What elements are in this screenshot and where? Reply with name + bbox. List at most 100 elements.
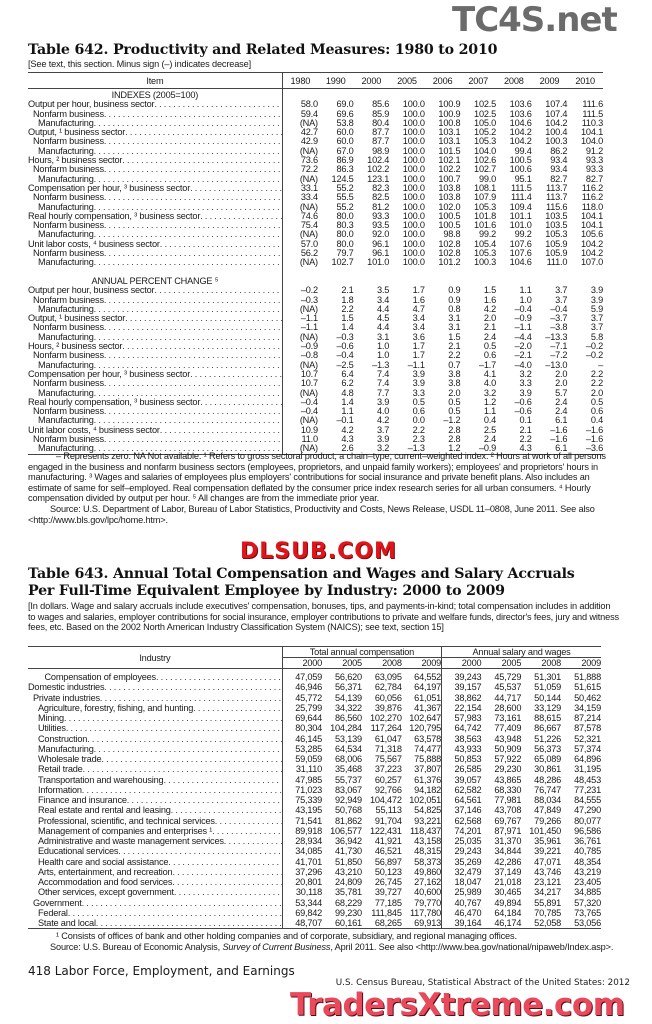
cell-value: 52,058: [534, 918, 562, 928]
cell-value: 96.1: [372, 248, 390, 259]
row-label-text: Finance and insurance: [38, 795, 127, 805]
cell-value: 0.9: [448, 285, 461, 296]
cell-value: 62,582: [454, 784, 482, 795]
cell-value: 57.0: [300, 238, 318, 249]
table-642-footnotes: – Represents zero. NA Not available. ¹ R…: [28, 451, 606, 504]
dot-leader: [212, 826, 282, 836]
cell-value: 3.9: [376, 433, 390, 444]
cell-value: 82.7: [585, 173, 603, 184]
cell-value: –2.5: [336, 359, 354, 370]
cell-value: 3.9: [519, 387, 532, 398]
cell-value: 60.0: [336, 136, 354, 147]
cell-value: 68,265: [374, 918, 402, 928]
dot-leader: [156, 672, 282, 682]
cell-value: 40,600: [401, 887, 443, 898]
cell-value: 2.0: [590, 387, 603, 398]
cell-value: 37,149: [494, 866, 522, 877]
row-label: Nonfarm business: [28, 406, 283, 417]
cell-value: 1.5: [483, 285, 497, 296]
row-label-text: Management of companies and enterprises …: [38, 825, 213, 836]
cell-value: 1.2: [483, 396, 497, 407]
cell-value: 3.9: [412, 368, 425, 379]
cell-value: 10.7: [300, 378, 318, 389]
dot-leader: [104, 682, 281, 692]
cell-value: 10.9: [300, 424, 318, 435]
cell-value: 100.0: [402, 210, 425, 221]
cell-value: 0.9: [448, 294, 461, 305]
column-header-year: 2000: [282, 657, 322, 669]
cell-value: 32,479: [454, 866, 482, 877]
cell-value: 25,035: [454, 836, 482, 846]
cell-value: 48,315: [401, 846, 443, 857]
cell-value: 7.4: [376, 368, 390, 379]
table-row: Unit labor costs, ⁴ business sector 57.0 8…: [28, 238, 603, 250]
row-label: Manufacturing: [28, 202, 283, 212]
cell-value: 86,667: [534, 723, 562, 734]
cell-value: 62,784: [374, 682, 402, 693]
row-label-text: Manufacturing: [38, 359, 94, 370]
cell-value: 69.0: [336, 99, 354, 110]
cell-value: 29,230: [494, 764, 522, 775]
cell-value: 60,257: [374, 774, 402, 785]
table-row: Domestic industries 46,946 56,371 62,78464,…: [28, 682, 601, 693]
row-label: Utilities: [28, 723, 283, 734]
cell-value: 79,266: [534, 815, 562, 826]
cell-value: 55,891: [534, 897, 562, 908]
cell-value: 100.0: [402, 173, 425, 184]
cell-value: 51,301: [534, 672, 562, 682]
dot-leader: [82, 785, 282, 795]
cell-value: 63,578: [401, 733, 443, 744]
cell-value: 124.5: [331, 173, 354, 184]
table-642-subtitle: [See text, this section. Minus sign (–) …: [28, 59, 251, 69]
cell-value: 2.1: [519, 424, 532, 435]
cell-value: 3.1: [448, 322, 461, 333]
table-643-notes: ¹ Consists of offices of bank and other …: [28, 931, 620, 952]
cell-value: 107.6: [509, 238, 532, 249]
dot-leader: [68, 908, 282, 918]
cell-value: 92,766: [374, 784, 402, 795]
cell-value: 42.9: [300, 136, 318, 147]
cell-value: 60,161: [335, 918, 362, 928]
cell-value: 102,270: [369, 713, 402, 723]
cell-value: 30,861: [534, 764, 562, 775]
column-header-year: 2008: [361, 657, 402, 669]
cell-value: –7.1: [550, 341, 568, 352]
cell-value: 101.8: [474, 210, 497, 221]
cell-value: 3.5: [376, 285, 390, 296]
cell-value: 3.7: [376, 424, 390, 435]
cell-value: (NA): [299, 387, 318, 398]
dot-leader: [104, 249, 282, 258]
cell-value: (NA): [299, 303, 318, 314]
row-label-text: Manufacturing: [38, 173, 94, 184]
cell-value: 122,431: [369, 825, 402, 836]
cell-value: 111.6: [582, 99, 603, 110]
cell-value: 100.0: [402, 117, 425, 128]
cell-value: 100.0: [402, 248, 425, 259]
table-row: Management of companies and enterprises …: [28, 825, 601, 836]
cell-value: 100.5: [509, 155, 532, 166]
cell-value: 82.5: [372, 192, 390, 203]
cell-value: 0.5: [448, 406, 461, 417]
cell-value: –2.0: [514, 341, 532, 352]
cell-value: (NA): [299, 173, 318, 184]
cell-value: 2.1: [483, 322, 497, 333]
cell-value: 51,226: [534, 733, 562, 744]
cell-value: 85.9: [372, 108, 390, 119]
cell-value: 100.8: [438, 117, 461, 128]
cell-value: –0.9: [478, 443, 497, 454]
table-643-source: Source: U.S. Bureau of Economic Analysis…: [28, 942, 620, 953]
cell-value: 41,367: [401, 702, 443, 713]
cell-value: 2.2: [341, 303, 354, 314]
dot-leader: [64, 713, 282, 723]
cell-value: 107.4: [545, 99, 568, 110]
cell-value: 0.6: [412, 406, 425, 417]
cell-value: 31,195: [574, 764, 601, 775]
row-label-text: Retail trade: [38, 764, 83, 775]
cell-value: 46,145: [295, 733, 323, 744]
cell-value: 53,344: [295, 897, 323, 908]
cell-value: 4.1: [483, 368, 497, 379]
cell-value: 99.0: [478, 173, 497, 184]
cell-value: 100.0: [402, 164, 425, 175]
cell-value: 54,825: [401, 805, 443, 816]
